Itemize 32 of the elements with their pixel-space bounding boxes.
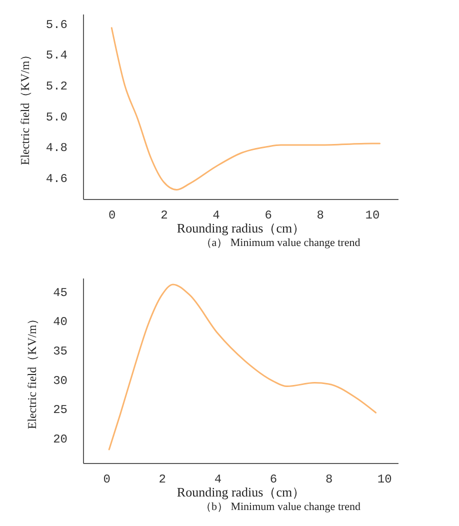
x-axis-title: Rounding radius（cm） — [176, 484, 306, 500]
y-tick-label: 4.6 — [46, 172, 68, 186]
y-tick-label: 5.6 — [46, 18, 68, 32]
x-tick-label: 10 — [365, 208, 380, 222]
text: （a） Minimum value change trend — [200, 237, 361, 249]
x-tick-label: 8 — [325, 472, 333, 486]
x-tick-label: 0 — [108, 208, 116, 222]
y-axis-title: Electric field（KV/m） — [18, 48, 32, 166]
x-tick-label: 0 — [103, 472, 110, 486]
x-axis-title: Rounding radius（cm） — [176, 220, 306, 236]
y-tick-label: 4.8 — [46, 141, 68, 156]
x-tick-label: 2 — [158, 472, 166, 486]
y-tick-label: 30 — [53, 374, 68, 388]
y-tick-label: 5.0 — [46, 110, 68, 124]
y-tick-label: 45 — [53, 286, 68, 300]
y-axis-title: Electric field（KV/m） — [25, 312, 40, 430]
y-tick-label: 25 — [53, 403, 68, 418]
y-tick-label: 5.2 — [46, 79, 68, 94]
y-tick-label: 5.4 — [46, 48, 68, 63]
line-series — [110, 27, 381, 190]
text: （b） Minimum value change trend — [200, 501, 362, 513]
line-series — [108, 284, 377, 450]
x-tick-label: 4 — [214, 472, 222, 486]
y-tick-label: 40 — [53, 315, 68, 330]
x-tick-label: 4 — [212, 208, 220, 222]
y-tick-label: 35 — [53, 344, 68, 359]
y-tick-label: 20 — [53, 432, 68, 446]
x-tick-label: 6 — [264, 208, 272, 222]
x-tick-label: 10 — [377, 472, 392, 486]
x-tick-label: 2 — [160, 208, 168, 222]
x-tick-label: 6 — [270, 472, 278, 486]
x-tick-label: 8 — [316, 208, 324, 222]
